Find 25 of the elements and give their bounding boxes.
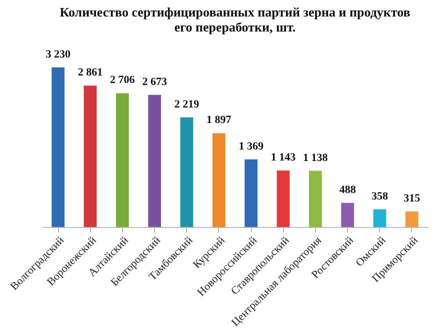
data-label: 2 706 [110, 74, 136, 86]
chart-title: Количество сертифицированных партий зерна и продуктов его переработки, шт. [60, 4, 410, 34]
bar [212, 133, 226, 227]
bar [244, 159, 258, 227]
data-label: 2 861 [78, 66, 103, 79]
data-label: 2 219 [174, 98, 200, 110]
data-label: 488 [339, 184, 356, 196]
bar [180, 117, 194, 227]
bar [405, 211, 418, 227]
data-label: 1 143 [270, 152, 296, 164]
bar [373, 209, 386, 227]
data-label: 2 673 [142, 76, 168, 88]
bar [341, 202, 354, 227]
bar [276, 170, 290, 227]
data-label: 3 230 [46, 48, 71, 60]
bar [148, 94, 162, 227]
data-label: 1 138 [303, 152, 328, 164]
data-label: 1 369 [238, 140, 264, 152]
data-label: 358 [372, 190, 388, 202]
bar [116, 93, 129, 227]
data-label: 1 897 [206, 114, 232, 126]
bar [84, 86, 97, 227]
data-label: 315 [404, 192, 421, 204]
bar [52, 67, 65, 227]
bar [308, 170, 322, 227]
